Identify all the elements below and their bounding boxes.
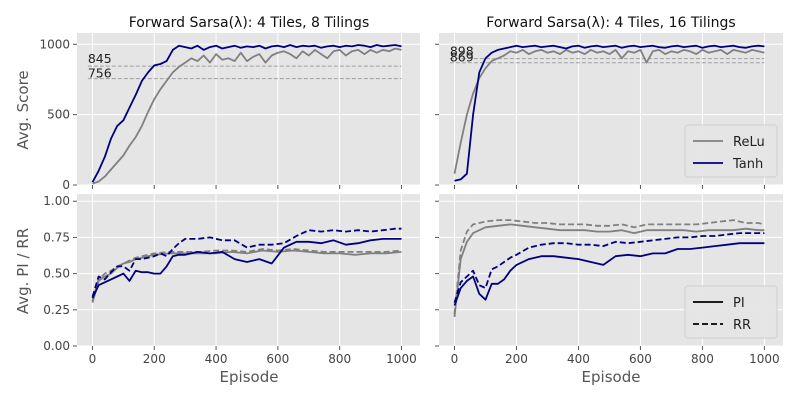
- series-line-tanh-pi: [453, 242, 765, 306]
- reference-line-label: 756: [88, 66, 112, 81]
- reference-line-label: 845: [88, 51, 112, 66]
- plot-background: [77, 33, 420, 185]
- y-tick-label: 0.25: [43, 303, 70, 317]
- x-axis-label-left: Episode: [220, 368, 279, 386]
- y-tick-label: 1000: [39, 37, 70, 51]
- y-tick-label: 0: [62, 178, 70, 192]
- panel-title-top-right: Forward Sarsa(λ): 4 Tiles, 16 Tilings: [486, 15, 735, 31]
- series-line-tanh-rr: [453, 232, 765, 303]
- panel-3: 0 200 400 600 800 1000 PI RR: [435, 194, 783, 366]
- legend-box: [684, 124, 778, 178]
- legend-label-tanh: Tanh: [732, 157, 763, 172]
- reference-line-label: 898: [450, 44, 474, 59]
- series-line-relu: [453, 49, 765, 174]
- x-tick-label: 1000: [386, 352, 417, 366]
- series-line-relu-pi: [453, 223, 765, 318]
- legend-label-rr: RR: [733, 318, 751, 333]
- x-tick-label: 600: [629, 352, 652, 366]
- legend-box: [684, 285, 778, 339]
- panel-2: 0 200 400 600 800 1000 0.00 0.25 0.50 0.75 1.00: [43, 194, 420, 366]
- x-tick-label: 800: [328, 352, 351, 366]
- x-tick-label: 0: [451, 352, 459, 366]
- x-tick-label: 0: [89, 352, 97, 366]
- x-tick-label: 400: [205, 352, 228, 366]
- x-tick-label: 200: [143, 352, 166, 366]
- x-tick-label: 800: [691, 352, 714, 366]
- y-tick-label: 0.50: [43, 267, 70, 281]
- x-tick-label: 1000: [749, 352, 780, 366]
- y-tick-label: 500: [47, 108, 70, 122]
- plot-background: [77, 194, 420, 346]
- legend-label-pi: PI: [733, 296, 745, 311]
- legend-label-relu: ReLu: [733, 135, 765, 150]
- series-line-tanh-pi: [91, 237, 402, 299]
- x-tick-label: 400: [567, 352, 590, 366]
- reference-line-label: 869: [450, 50, 474, 65]
- series-line-tanh: [91, 44, 402, 183]
- series-line-relu: [92, 47, 402, 185]
- x-tick-label: 600: [266, 352, 289, 366]
- x-tick-label: 200: [505, 352, 528, 366]
- series-line-tanh: [454, 44, 765, 182]
- y-axis-label-bottom: Avg. PI / RR: [14, 228, 32, 314]
- y-tick-label: 0.00: [43, 339, 70, 353]
- x-axis-label-right: Episode: [582, 368, 641, 386]
- panel-title-top-left: Forward Sarsa(λ): 4 Tiles, 8 Tilings: [129, 15, 370, 31]
- series-line-relu-rr: [453, 219, 765, 315]
- y-axis-label-top: Avg. Score: [14, 70, 32, 149]
- series-line-tanh-rr: [91, 227, 402, 298]
- y-tick-label: 0.75: [43, 230, 70, 244]
- y-tick-label: 1.00: [43, 194, 70, 208]
